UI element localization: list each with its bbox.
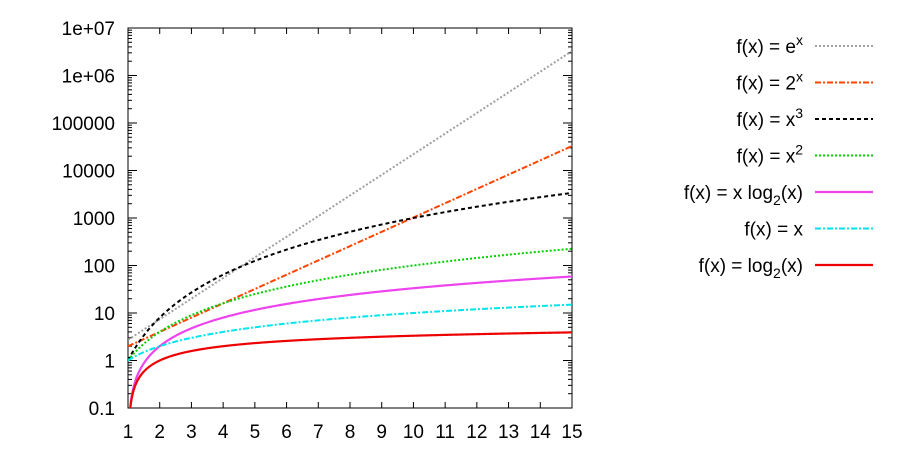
y-tick-label: 1 bbox=[104, 352, 115, 373]
x-tick-label: 10 bbox=[403, 422, 424, 443]
series-line-0 bbox=[128, 50, 572, 341]
x-tick-label: 3 bbox=[186, 422, 197, 443]
legend-label-0: f(x) = ex bbox=[736, 32, 803, 58]
series-line-6 bbox=[129, 331, 572, 408]
x-tick-label: 2 bbox=[154, 422, 165, 443]
x-tick-label: 11 bbox=[435, 422, 455, 443]
series-line-4 bbox=[129, 275, 572, 408]
x-tick-label: 8 bbox=[345, 422, 356, 443]
series-line-1 bbox=[128, 145, 572, 348]
x-tick-label: 14 bbox=[530, 422, 552, 443]
y-axis: 0.1 1 10 100 1000 10000 100000 1e+06 1e+07 bbox=[52, 19, 572, 420]
x-tick-label: 6 bbox=[281, 422, 292, 443]
legend-label-4: f(x) = x log2(x) bbox=[684, 183, 803, 208]
x-tick-label: 7 bbox=[313, 422, 324, 443]
x-axis: 1 2 3 4 5 6 7 8 9 10 11 12 13 14 15 bbox=[123, 28, 583, 443]
legend-label-1: f(x) = 2x bbox=[736, 69, 803, 95]
y-tick-label: 1000 bbox=[73, 209, 115, 230]
y-tick-label: 100000 bbox=[52, 114, 115, 135]
series-line-3 bbox=[128, 247, 572, 362]
x-tick-label: 1 bbox=[123, 422, 134, 443]
x-tick-label: 12 bbox=[466, 422, 487, 443]
legend-label-3: f(x) = x2 bbox=[737, 142, 804, 168]
x-tick-label: 5 bbox=[250, 422, 261, 443]
x-tick-label: 13 bbox=[498, 422, 519, 443]
series-lines bbox=[128, 50, 572, 408]
series-line-5 bbox=[128, 303, 572, 362]
legend-label-5: f(x) = x bbox=[744, 220, 803, 241]
x-tick-label: 4 bbox=[218, 422, 229, 443]
legend-label-6: f(x) = log2(x) bbox=[699, 256, 803, 281]
y-tick-label: 0.1 bbox=[89, 399, 115, 420]
y-tick-label: 100 bbox=[83, 257, 115, 278]
series-line-2 bbox=[128, 191, 572, 361]
y-tick-label: 10000 bbox=[62, 162, 115, 183]
y-tick-label: 1e+06 bbox=[62, 67, 115, 88]
y-tick-label: 1e+07 bbox=[62, 19, 115, 40]
x-tick-label: 15 bbox=[561, 422, 582, 443]
legend-label-2: f(x) = x3 bbox=[737, 105, 804, 131]
y-tick-label: 10 bbox=[94, 304, 115, 325]
legend: f(x) = ex f(x) = 2x f(x) = x3 f(x) = x2 f(x)… bbox=[684, 32, 873, 281]
x-tick-label: 9 bbox=[376, 422, 387, 443]
